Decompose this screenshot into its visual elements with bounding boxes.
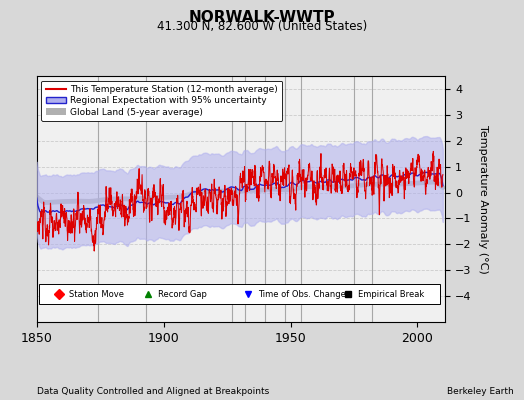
Text: Data Quality Controlled and Aligned at Breakpoints: Data Quality Controlled and Aligned at B… <box>37 387 269 396</box>
Text: Record Gap: Record Gap <box>158 290 206 299</box>
Y-axis label: Temperature Anomaly (°C): Temperature Anomaly (°C) <box>478 125 488 273</box>
Text: 41.300 N, 82.600 W (United States): 41.300 N, 82.600 W (United States) <box>157 20 367 33</box>
Legend: This Temperature Station (12-month average), Regional Expectation with 95% uncer: This Temperature Station (12-month avera… <box>41 80 282 121</box>
FancyBboxPatch shape <box>39 284 440 304</box>
Text: NORWALK-WWTP: NORWALK-WWTP <box>189 10 335 25</box>
Text: Empirical Break: Empirical Break <box>358 290 424 299</box>
Text: Station Move: Station Move <box>69 290 124 299</box>
Text: Berkeley Earth: Berkeley Earth <box>447 387 514 396</box>
Text: Time of Obs. Change: Time of Obs. Change <box>258 290 346 299</box>
